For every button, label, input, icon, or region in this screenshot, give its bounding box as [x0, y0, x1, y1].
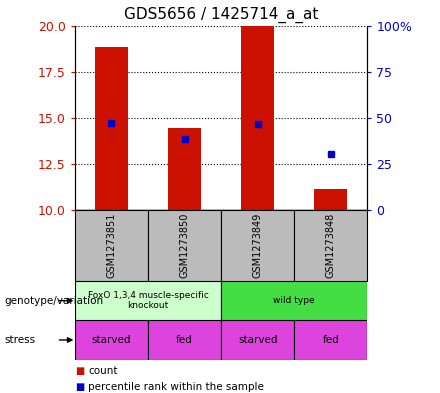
Bar — [294, 320, 367, 360]
Text: starved: starved — [92, 335, 131, 345]
Text: percentile rank within the sample: percentile rank within the sample — [88, 382, 264, 392]
Title: GDS5656 / 1425714_a_at: GDS5656 / 1425714_a_at — [124, 7, 318, 23]
Text: stress: stress — [4, 335, 36, 345]
Text: genotype/variation: genotype/variation — [4, 296, 103, 306]
Text: ■: ■ — [75, 366, 84, 376]
Text: count: count — [88, 366, 117, 376]
Bar — [314, 189, 347, 210]
Bar — [75, 320, 148, 360]
Bar — [241, 26, 274, 210]
Bar — [221, 320, 294, 360]
Text: FoxO 1,3,4 muscle-specific
knockout: FoxO 1,3,4 muscle-specific knockout — [88, 291, 209, 310]
Text: ■: ■ — [75, 382, 84, 392]
Text: GSM1273850: GSM1273850 — [180, 213, 190, 278]
Text: starved: starved — [238, 335, 278, 345]
Text: wild type: wild type — [273, 296, 315, 305]
Bar — [148, 320, 221, 360]
Bar — [95, 47, 128, 210]
Bar — [294, 210, 367, 281]
Text: fed: fed — [176, 335, 193, 345]
Bar — [148, 210, 221, 281]
Bar — [75, 281, 221, 320]
Text: GSM1273848: GSM1273848 — [326, 213, 336, 278]
Bar — [221, 281, 367, 320]
Text: GSM1273851: GSM1273851 — [106, 213, 116, 278]
Bar — [221, 210, 294, 281]
Text: fed: fed — [323, 335, 339, 345]
Text: GSM1273849: GSM1273849 — [253, 213, 263, 278]
Bar — [75, 210, 148, 281]
Bar — [168, 128, 201, 210]
